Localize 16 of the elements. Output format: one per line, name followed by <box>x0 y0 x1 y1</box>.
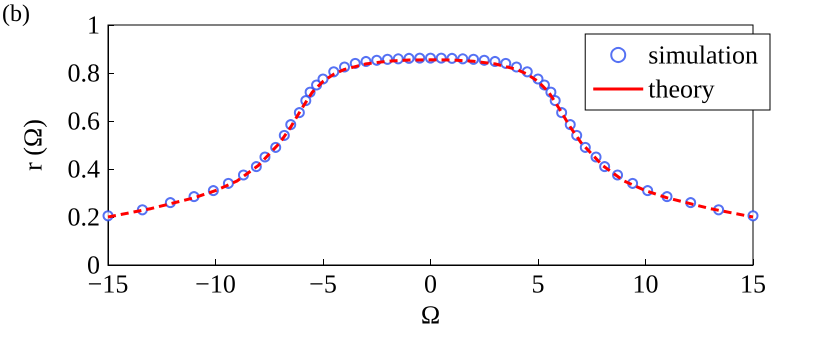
y-tick-label: 1 <box>87 10 100 40</box>
y-tick-label: 0.6 <box>68 106 100 136</box>
x-tick-label: 15 <box>740 270 766 298</box>
x-tick-label: 10 <box>632 270 658 298</box>
legend-label: theory <box>648 74 715 104</box>
y-tick-label: 0.8 <box>68 58 100 88</box>
y-tick-label: 0.2 <box>68 202 100 232</box>
legend-label: simulation <box>648 40 758 70</box>
y-tick-label: 0.4 <box>68 154 100 184</box>
y-axis-title: r (Ω) <box>18 119 48 171</box>
x-axis-title: Ω <box>420 300 440 330</box>
text: (b) <box>2 1 30 27</box>
x-tick-label: 0 <box>424 270 437 298</box>
x-tick-label: −10 <box>195 270 236 298</box>
x-tick-label: 5 <box>532 270 544 298</box>
x-tick-label: −5 <box>309 270 337 298</box>
